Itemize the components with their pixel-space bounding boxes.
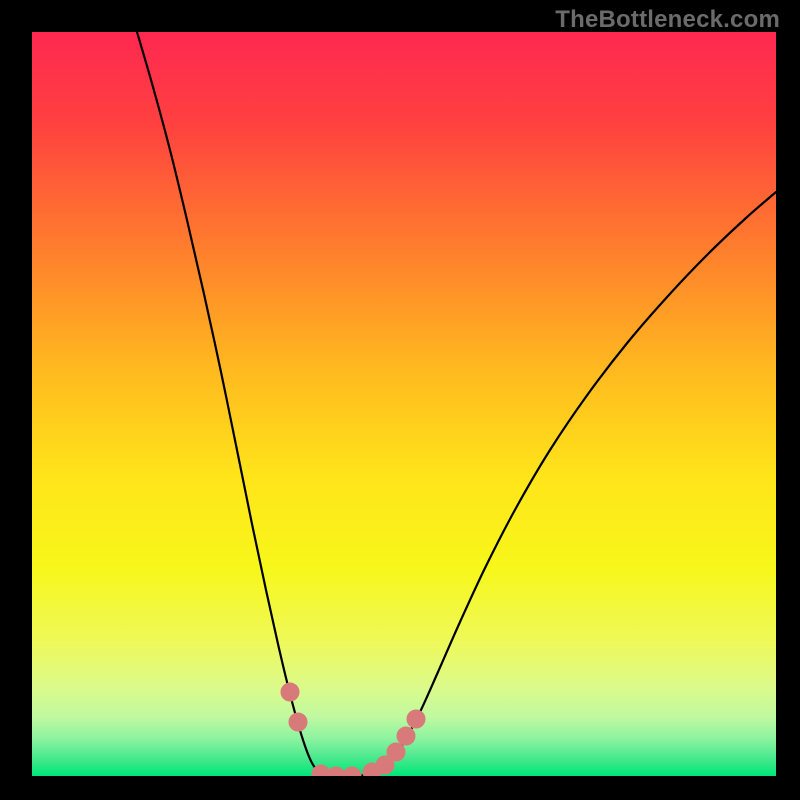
gradient-background bbox=[32, 32, 776, 776]
data-marker bbox=[387, 743, 405, 761]
data-marker bbox=[289, 713, 307, 731]
chart-plot-area bbox=[32, 32, 776, 776]
data-marker bbox=[397, 727, 415, 745]
bottleneck-chart bbox=[32, 32, 776, 776]
data-marker bbox=[407, 710, 425, 728]
data-marker bbox=[281, 683, 299, 701]
watermark-text: TheBottleneck.com bbox=[555, 6, 780, 34]
